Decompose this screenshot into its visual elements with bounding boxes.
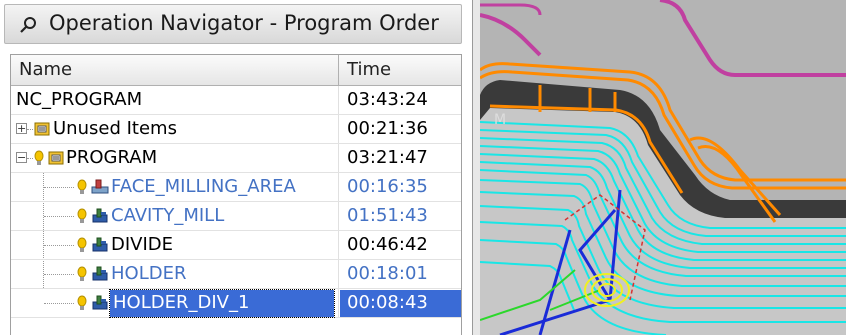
row-name: CAVITY_MILL: [111, 205, 225, 226]
tree-connector: [44, 216, 74, 217]
navigator-title: Operation Navigator - Program Order: [49, 11, 439, 35]
row-time: 00:46:42: [347, 234, 428, 255]
row-name: DIVIDE: [111, 234, 174, 255]
tree-connector: [44, 187, 74, 188]
expand-plus-icon[interactable]: +: [16, 122, 27, 135]
tree-row-nc-program[interactable]: NC_PROGRAM 03:43:24: [11, 86, 461, 115]
name-cell: FACE_MILLING_AREA: [11, 173, 339, 201]
tree-connector: [43, 173, 44, 318]
cavity-mill-icon: [92, 266, 108, 281]
face-milling-icon: [91, 179, 109, 194]
operation-tree[interactable]: Name Time NC_PROGRAM 03:43:24 + Unused I…: [10, 54, 462, 335]
tree-row-holder-div-1[interactable]: HOLDER_DIV_1 00:08:43: [11, 289, 461, 318]
name-cell: NC_PROGRAM: [11, 86, 339, 114]
part-edge: [659, 0, 846, 77]
row-name: HOLDER: [111, 263, 187, 284]
orange-toolpath: [480, 62, 846, 223]
inner-step: [480, 108, 846, 335]
toolpath-view[interactable]: M: [480, 0, 846, 335]
operation-navigator-panel: Operation Navigator - Program Order Name…: [4, 0, 473, 335]
tree-row-divide[interactable]: DIVIDE 00:46:42: [11, 231, 461, 260]
tree-connector: [44, 245, 74, 246]
program-group-icon: [48, 151, 64, 165]
row-name: NC_PROGRAM: [16, 89, 143, 110]
cavity-mill-icon: [92, 295, 108, 310]
part-edge: [480, 13, 542, 57]
row-time: 01:51:43: [347, 205, 428, 226]
tree-row-unused-items[interactable]: + Unused Items 00:21:36: [11, 115, 461, 144]
name-cell: HOLDER: [11, 260, 339, 288]
part-edge: [480, 3, 542, 16]
tree-connector: [27, 158, 33, 159]
bulb-status-icon: [77, 237, 87, 252]
graphics-viewport[interactable]: M: [480, 0, 846, 335]
tree-connector: [27, 129, 33, 130]
row-name: Unused Items: [53, 118, 177, 139]
program-group-icon: [34, 122, 50, 136]
row-name: PROGRAM: [66, 147, 158, 168]
cavity-mill-icon: [92, 208, 108, 223]
name-cell: + Unused Items: [11, 115, 339, 143]
blank-outline: [564, 194, 646, 301]
bulb-status-icon: [77, 208, 87, 223]
name-cell: CAVITY_MILL: [11, 202, 339, 230]
tool-position-marker: [584, 273, 630, 307]
name-cell: − PROGRAM: [11, 144, 339, 172]
name-cell: DIVIDE: [11, 231, 339, 259]
navigator-title-bar[interactable]: Operation Navigator - Program Order: [4, 4, 462, 44]
bulb-status-icon: [77, 266, 87, 281]
collapse-minus-icon[interactable]: −: [16, 151, 27, 164]
column-header-time[interactable]: Time: [339, 55, 461, 86]
column-header-name[interactable]: Name: [11, 55, 339, 86]
cavity-mill-icon: [92, 237, 108, 252]
tree-connector: [44, 274, 74, 275]
row-name: HOLDER_DIV_1: [113, 292, 250, 313]
viewport-watermark: M: [494, 112, 506, 128]
name-cell: HOLDER_DIV_1: [11, 289, 339, 318]
selection-highlight: [340, 290, 461, 317]
tree-row-face-milling-area[interactable]: FACE_MILLING_AREA 00:16:35: [11, 173, 461, 202]
selection-highlight: [109, 289, 335, 318]
tree-row-cavity-mill[interactable]: CAVITY_MILL 01:51:43: [11, 202, 461, 231]
tree-row-holder[interactable]: HOLDER 00:18:01: [11, 260, 461, 289]
bulb-status-icon: [77, 179, 87, 194]
row-time: 03:43:24: [347, 89, 428, 110]
row-time: 03:21:47: [347, 147, 428, 168]
row-time: 00:16:35: [347, 176, 428, 197]
row-time: 00:21:36: [347, 118, 428, 139]
bulb-status-icon: [34, 150, 44, 165]
cyan-toolpath: [480, 121, 846, 335]
bulb-status-icon: [77, 295, 87, 310]
pin-icon[interactable]: [19, 16, 37, 34]
row-time: 00:08:43: [347, 292, 428, 313]
tree-row-program[interactable]: − PROGRAM 03:21:47: [11, 144, 461, 173]
row-time: 00:18:01: [347, 263, 428, 284]
row-name: FACE_MILLING_AREA: [111, 176, 296, 197]
tree-connector: [44, 303, 74, 304]
